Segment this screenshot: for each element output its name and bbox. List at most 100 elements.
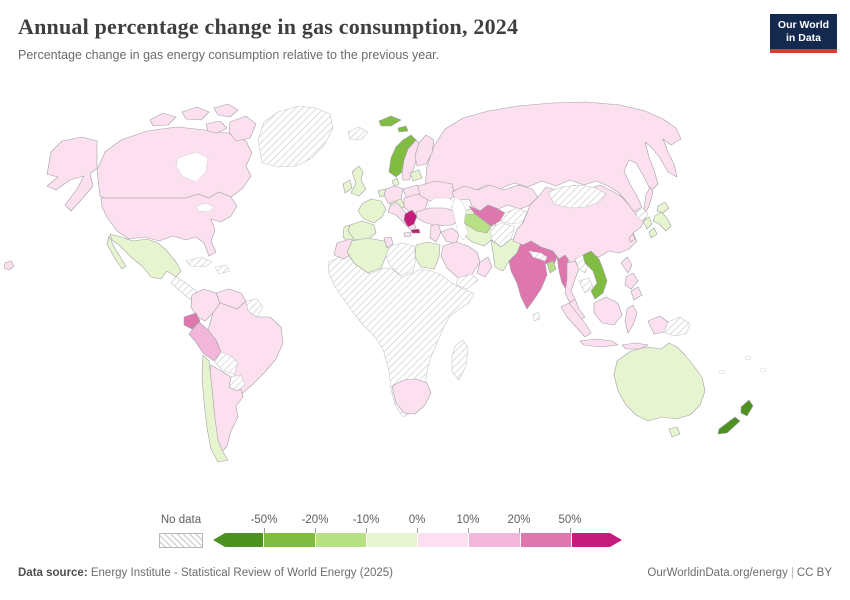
country-greece[interactable]: [403, 209, 418, 228]
country-sri-lanka[interactable]: [532, 311, 541, 322]
country-north-korea[interactable]: [635, 207, 649, 222]
country-papua-new-guinea[interactable]: [663, 316, 691, 337]
country-indonesia-lesser-sunda[interactable]: [621, 342, 649, 350]
legend-segment[interactable]: [213, 533, 264, 547]
legend-segment[interactable]: [315, 533, 366, 547]
country-venezuela[interactable]: [215, 288, 247, 310]
country-greece-crete[interactable]: [410, 228, 421, 234]
country-libya[interactable]: [385, 242, 417, 276]
country-usa-hawaii[interactable]: [3, 260, 15, 271]
country-new-zealand-north[interactable]: [740, 399, 754, 417]
country-peru[interactable]: [188, 321, 222, 362]
country-hispaniola[interactable]: [214, 264, 231, 275]
country-tunisia[interactable]: [383, 236, 394, 249]
legend-tick-mark: [365, 528, 367, 533]
country-south-africa[interactable]: [391, 378, 432, 415]
country-philippines-visayas[interactable]: [624, 272, 639, 290]
water-pacific-island: [718, 369, 726, 375]
country-philippines-luzon[interactable]: [620, 256, 633, 274]
country-mexico-baja[interactable]: [106, 235, 127, 270]
legend-tick-label: -20%: [301, 514, 329, 526]
water-hudson-bay: [175, 151, 209, 183]
country-norway-svalbard[interactable]: [378, 115, 402, 127]
legend-segment[interactable]: [418, 533, 469, 547]
country-saudi-arabia[interactable]: [440, 241, 481, 279]
owid-url-link[interactable]: OurWorldinData.org/energy: [647, 567, 788, 579]
water-caspian-sea: [451, 196, 469, 241]
country-egypt[interactable]: [414, 241, 441, 270]
country-indonesia-sumatra[interactable]: [560, 302, 592, 338]
country-greenland[interactable]: [257, 105, 334, 168]
legend-no-data[interactable]: No data: [156, 513, 206, 548]
country-denmark[interactable]: [391, 177, 400, 187]
country-russia-sakhalin[interactable]: [643, 186, 654, 213]
country-vietnam[interactable]: [582, 250, 608, 300]
footer-separator: |: [790, 567, 794, 579]
country-yemen[interactable]: [455, 273, 479, 290]
country-australia-tasmania[interactable]: [668, 426, 681, 438]
country-canada-island[interactable]: [205, 120, 228, 134]
country-chile[interactable]: [201, 354, 229, 463]
country-oman[interactable]: [476, 256, 493, 278]
country-cuba[interactable]: [185, 256, 213, 268]
country-portugal[interactable]: [342, 224, 355, 244]
country-china[interactable]: [512, 184, 647, 264]
country-bangladesh[interactable]: [546, 260, 557, 274]
country-canada[interactable]: [96, 126, 253, 199]
country-south-korea[interactable]: [642, 216, 653, 230]
legend-tick-mark: [518, 528, 520, 533]
legend-tick-mark: [416, 528, 418, 533]
country-iraq[interactable]: [440, 227, 460, 245]
legend-segment[interactable]: [571, 533, 622, 547]
legend-tick-mark: [467, 528, 469, 533]
country-finland[interactable]: [414, 134, 435, 167]
country-madagascar[interactable]: [451, 339, 469, 381]
country-indonesia-borneo[interactable]: [593, 296, 623, 326]
country-philippines-mindanao[interactable]: [630, 286, 643, 301]
legend-segment[interactable]: [264, 533, 315, 547]
region-sub-saharan-africa[interactable]: [327, 254, 475, 418]
country-cambodia[interactable]: [578, 277, 594, 294]
country-canada-island[interactable]: [181, 106, 210, 121]
legend-segment[interactable]: [366, 533, 417, 547]
country-iceland[interactable]: [347, 126, 369, 141]
country-france[interactable]: [357, 198, 387, 224]
country-colombia[interactable]: [190, 288, 221, 322]
country-algeria[interactable]: [346, 237, 391, 274]
data-source: Data source: Energy Institute - Statisti…: [18, 567, 393, 579]
country-indonesia-sulawesi[interactable]: [624, 304, 638, 334]
country-baltics[interactable]: [409, 169, 423, 182]
legend-segment[interactable]: [520, 533, 571, 547]
license-link[interactable]: CC BY: [796, 567, 832, 579]
country-kyrgyzstan-tajikistan[interactable]: [499, 207, 528, 225]
country-canada-island[interactable]: [149, 112, 177, 127]
footer-right: OurWorldinData.org/energy | CC BY: [647, 567, 832, 579]
country-australia[interactable]: [613, 342, 706, 422]
legend-segment[interactable]: [469, 533, 520, 547]
country-indonesia-java[interactable]: [579, 338, 619, 348]
country-norway-svalbard[interactable]: [397, 125, 409, 133]
country-guyanas[interactable]: [245, 298, 264, 318]
country-canada-baffin[interactable]: [228, 115, 257, 142]
country-thailand[interactable]: [564, 260, 580, 304]
country-kazakhstan[interactable]: [451, 184, 539, 212]
country-mongolia[interactable]: [547, 184, 607, 209]
owid-logo[interactable]: Our World in Data: [770, 14, 837, 53]
country-mexico[interactable]: [109, 233, 182, 280]
country-new-zealand-south[interactable]: [717, 416, 741, 435]
country-ireland[interactable]: [342, 179, 353, 194]
country-canada-island[interactable]: [213, 103, 239, 118]
country-japan-hokkaido[interactable]: [656, 201, 670, 214]
country-usa-alaska[interactable]: [46, 136, 98, 212]
country-italy-sicily[interactable]: [403, 231, 412, 238]
country-nepal[interactable]: [528, 250, 548, 262]
country-bolivia[interactable]: [214, 351, 239, 375]
country-japan-honshu[interactable]: [652, 211, 672, 232]
legend-tick-label: -50%: [250, 514, 278, 526]
country-uk[interactable]: [350, 165, 367, 197]
water-great-lakes: [195, 202, 215, 213]
country-taiwan[interactable]: [628, 233, 636, 243]
country-levant[interactable]: [429, 223, 442, 243]
country-japan-kyushu[interactable]: [648, 227, 658, 239]
